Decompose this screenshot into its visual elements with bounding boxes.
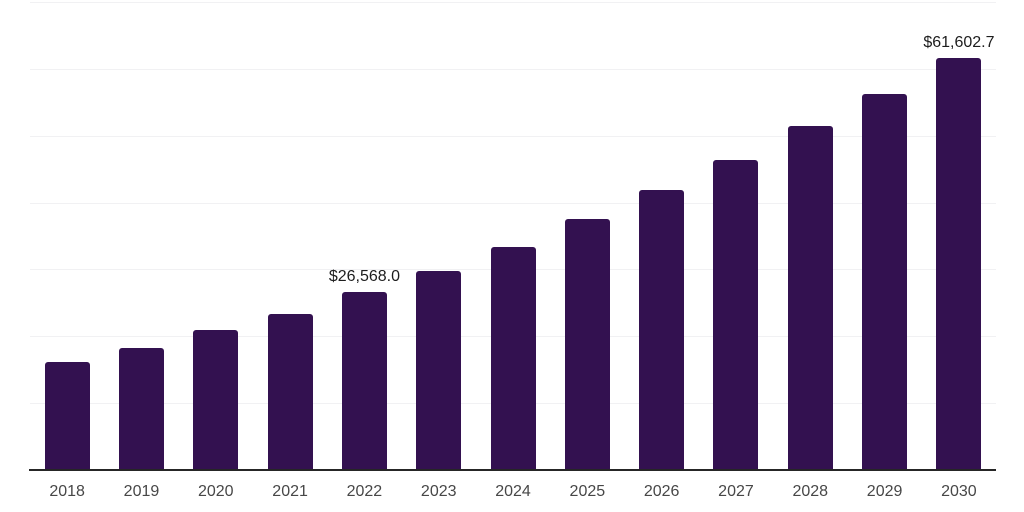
bar-2030: [936, 58, 982, 470]
x-tick-label: 2018: [49, 483, 85, 500]
bar-2024: [490, 246, 536, 470]
bar-2021: [267, 314, 313, 470]
x-axis-line: [29, 469, 996, 471]
x-tick-label: 2024: [495, 483, 531, 500]
gridline: [30, 135, 996, 137]
bar-value-label: $61,602.7: [923, 34, 995, 52]
x-tick-label: 2027: [718, 483, 754, 500]
gridline: [30, 202, 996, 204]
bar-slot: [253, 2, 327, 470]
bar-2027: [713, 159, 759, 470]
x-tick-label: 2021: [272, 483, 308, 500]
bar-2025: [564, 218, 610, 470]
bar-slot: [476, 2, 550, 470]
bar-slot: [402, 2, 476, 470]
bar-2029: [862, 94, 908, 470]
bar-slot: [699, 2, 773, 470]
bar-slot: [625, 2, 699, 470]
bar-slot: [550, 2, 624, 470]
bar-slot: $26,568.0: [327, 2, 401, 470]
x-tick-label: 2030: [941, 483, 977, 500]
x-tick-label: 2025: [569, 483, 606, 500]
x-tick-label: 2020: [197, 483, 234, 500]
x-tick-label: 2029: [866, 483, 903, 500]
bar-slot: [847, 2, 921, 470]
bar-slot: [179, 2, 253, 470]
bar-2028: [787, 126, 833, 470]
x-axis-labels: 2018 2019 2020 2021 2022 2023 2024 2025 2026 2027…: [30, 482, 996, 501]
bar-slot: $61,602.7: [922, 2, 996, 470]
x-tick-label: 2023: [420, 483, 457, 500]
bar-slot: [773, 2, 847, 470]
plot-area: $26,568.0 $61,602.7: [30, 2, 996, 470]
x-tick-label: 2026: [643, 483, 680, 500]
x-tick-label: 2028: [792, 483, 829, 500]
bar-slot: [30, 2, 104, 470]
bar-slot: [104, 2, 178, 470]
bar-2019: [118, 348, 164, 470]
bar-2026: [639, 189, 685, 470]
bar-2018: [44, 362, 90, 470]
bar-2020: [193, 329, 239, 470]
x-tick-label: 2019: [123, 483, 160, 500]
bar-2022: [341, 292, 387, 470]
bar-2023: [416, 271, 462, 470]
x-tick-label: 2022: [346, 483, 383, 500]
bar-value-label: $26,568.0: [328, 268, 400, 286]
gridline: [30, 68, 996, 70]
bars-row: $26,568.0 $61,602.7: [30, 2, 996, 470]
gridline: [30, 2, 996, 3]
